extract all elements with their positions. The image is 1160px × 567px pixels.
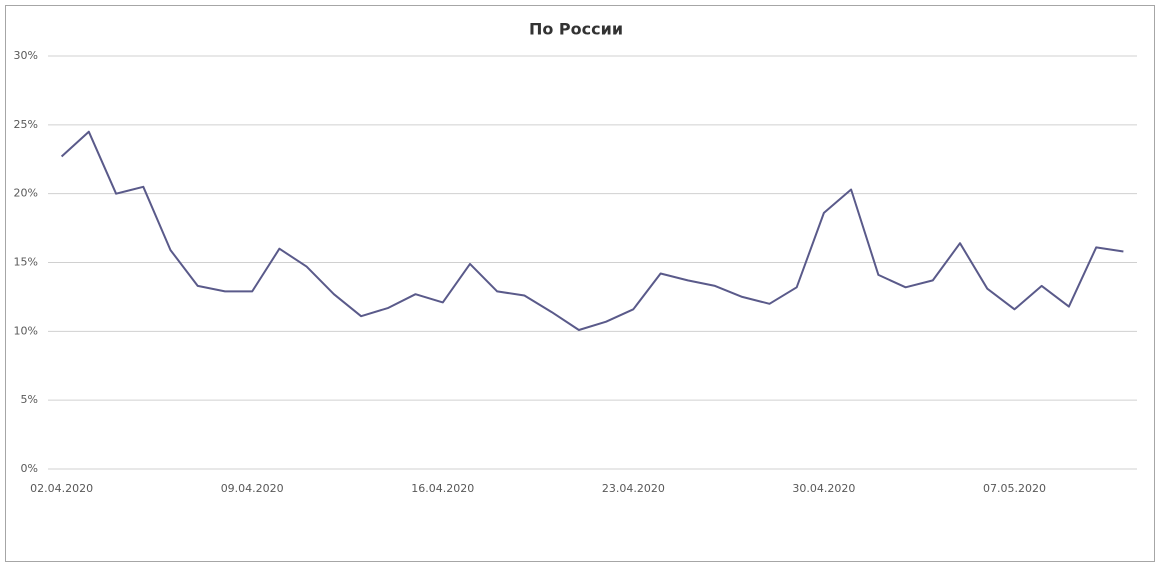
x-tick-label: 02.04.2020 — [30, 482, 93, 495]
data-line — [60, 130, 1124, 331]
x-tick-label: 30.04.2020 — [792, 482, 855, 495]
y-tick-label: 30% — [14, 49, 38, 62]
x-tick-label: 23.04.2020 — [602, 482, 665, 495]
chart-title: По России — [529, 20, 623, 39]
y-tick-label: 15% — [14, 256, 38, 269]
y-tick-label: 20% — [14, 187, 38, 200]
y-tick-label: 0% — [21, 462, 38, 475]
y-tick-label: 25% — [14, 118, 38, 131]
y-tick-label: 5% — [21, 393, 38, 406]
x-tick-label: 09.04.2020 — [221, 482, 284, 495]
x-tick-label: 16.04.2020 — [411, 482, 474, 495]
y-tick-label: 10% — [14, 324, 38, 337]
x-tick-label: 07.05.2020 — [983, 482, 1046, 495]
chart-border — [5, 5, 1155, 562]
